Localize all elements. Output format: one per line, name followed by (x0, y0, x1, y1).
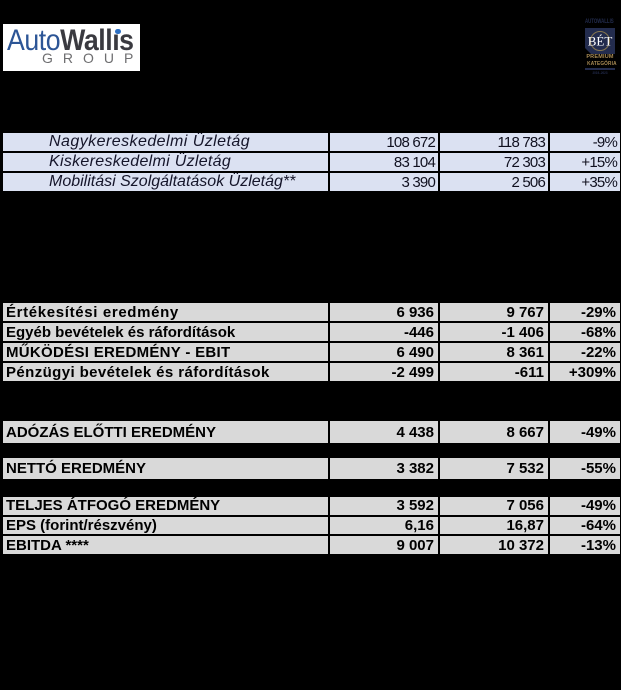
svg-text:BÉT: BÉT (588, 33, 613, 48)
